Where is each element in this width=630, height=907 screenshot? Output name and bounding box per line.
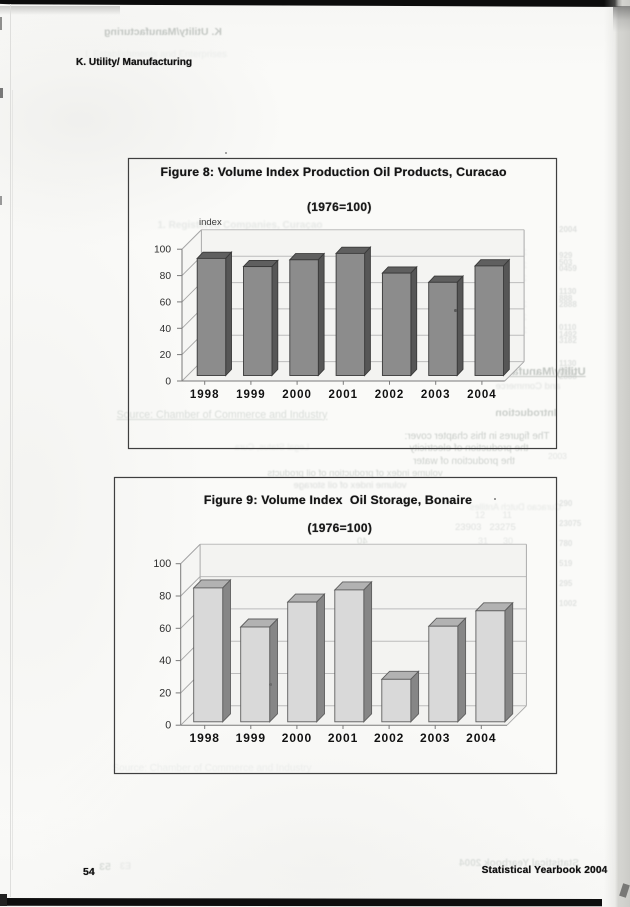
svg-text:80: 80 [160, 271, 172, 282]
svg-text:80: 80 [160, 590, 172, 602]
svg-text:2003: 2003 [421, 389, 451, 401]
svg-text:20: 20 [160, 687, 172, 699]
svg-text:60: 60 [160, 622, 172, 634]
svg-text:2001: 2001 [328, 730, 358, 744]
svg-text:20: 20 [160, 350, 172, 361]
svg-text:2002: 2002 [375, 389, 405, 401]
svg-text:1999: 1999 [236, 389, 266, 401]
svg-text:1998: 1998 [190, 389, 220, 401]
svg-text:100: 100 [154, 244, 171, 255]
svg-text:2003: 2003 [420, 730, 450, 744]
svg-text:1998: 1998 [190, 730, 220, 744]
svg-text:40: 40 [160, 323, 172, 334]
svg-text:2004: 2004 [466, 730, 496, 744]
svg-text:0: 0 [166, 719, 172, 731]
svg-text:2000: 2000 [282, 730, 312, 744]
svg-text:1999: 1999 [236, 730, 266, 744]
svg-text:2000: 2000 [282, 389, 312, 401]
svg-text:2004: 2004 [467, 389, 497, 401]
svg-text:60: 60 [160, 297, 172, 308]
svg-text:100: 100 [154, 558, 172, 570]
svg-text:0: 0 [165, 376, 171, 387]
svg-text:2001: 2001 [329, 389, 359, 401]
svg-text:40: 40 [160, 655, 172, 667]
svg-text:2002: 2002 [374, 730, 404, 744]
